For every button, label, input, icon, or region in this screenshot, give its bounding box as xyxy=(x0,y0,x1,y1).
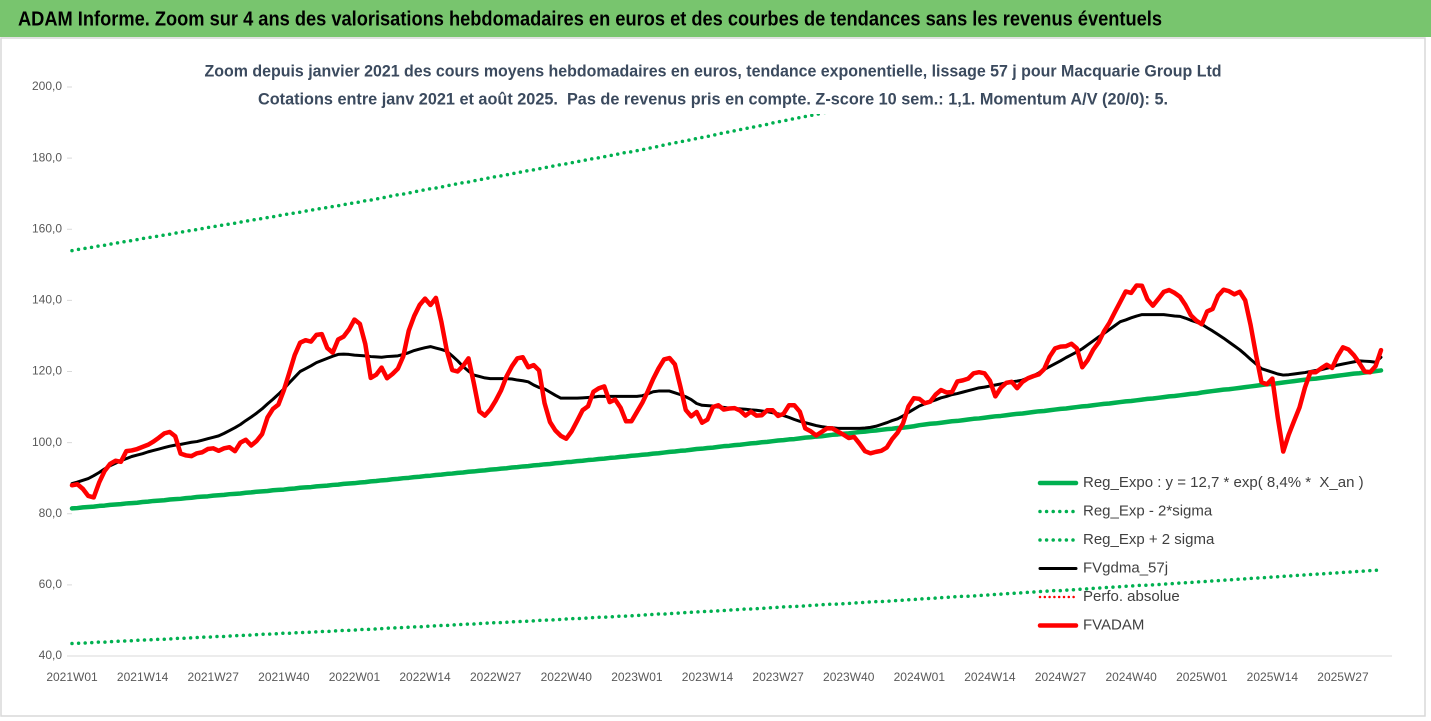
x-tick-label: 2023W40 xyxy=(823,670,875,684)
legend-label: Reg_Exp + 2 sigma xyxy=(1083,531,1215,548)
y-tick-label: 160,0 xyxy=(32,221,62,235)
x-tick-label: 2021W40 xyxy=(258,670,310,684)
y-tick-label: 40,0 xyxy=(39,648,63,662)
legend-label: Perfo. absolue xyxy=(1083,588,1180,605)
x-tick-label: 2023W14 xyxy=(682,670,734,684)
y-tick-label: 180,0 xyxy=(32,150,62,164)
y-tick-label: 80,0 xyxy=(39,506,63,520)
page-title: ADAM Informe. Zoom sur 4 ans des valoris… xyxy=(18,8,1162,30)
y-tick-label: 100,0 xyxy=(32,435,62,449)
legend-label: FVgdma_57j xyxy=(1083,559,1168,576)
legend-label: Reg_Expo : y = 12,7 * exp( 8,4% * X_an ) xyxy=(1083,474,1364,491)
x-tick-label: 2023W27 xyxy=(752,670,804,684)
x-tick-label: 2025W27 xyxy=(1317,670,1369,684)
series-line xyxy=(69,368,1384,511)
x-tick-label: 2022W40 xyxy=(541,670,593,684)
header-bar xyxy=(0,0,1431,37)
legend-label: FVADAM xyxy=(1083,616,1144,633)
x-tick-label: 2024W14 xyxy=(964,670,1016,684)
x-tick-label: 2021W27 xyxy=(188,670,240,684)
y-tick-label: 200,0 xyxy=(32,79,62,93)
y-tick-label: 140,0 xyxy=(32,293,62,307)
x-tick-label: 2022W27 xyxy=(470,670,522,684)
series-line xyxy=(70,87,958,253)
x-tick-label: 2024W01 xyxy=(894,670,946,684)
x-tick-label: 2022W14 xyxy=(399,670,451,684)
title-box xyxy=(200,58,1228,114)
x-tick-label: 2022W01 xyxy=(329,670,381,684)
series-line xyxy=(69,283,1384,500)
chart-frame xyxy=(0,37,1426,717)
x-tick-label: 2021W01 xyxy=(46,670,98,684)
x-tick-label: 2021W14 xyxy=(117,670,169,684)
x-tick-label: 2024W40 xyxy=(1105,670,1157,684)
x-tick-label: 2024W27 xyxy=(1035,670,1087,684)
y-tick-label: 60,0 xyxy=(39,577,63,591)
x-tick-label: 2025W14 xyxy=(1247,670,1299,684)
plot-area xyxy=(69,87,1384,646)
x-tick-label: 2023W01 xyxy=(611,670,663,684)
chart-subtitle: Cotations entre janv 2021 et août 2025. … xyxy=(258,89,1168,108)
series-line xyxy=(70,568,1383,646)
y-tick-label: 120,0 xyxy=(32,364,62,378)
x-tick-label: 2025W01 xyxy=(1176,670,1228,684)
chart-subtitle: Zoom depuis janvier 2021 des cours moyen… xyxy=(205,61,1222,80)
legend-label: Reg_Exp - 2*sigma xyxy=(1083,502,1213,519)
